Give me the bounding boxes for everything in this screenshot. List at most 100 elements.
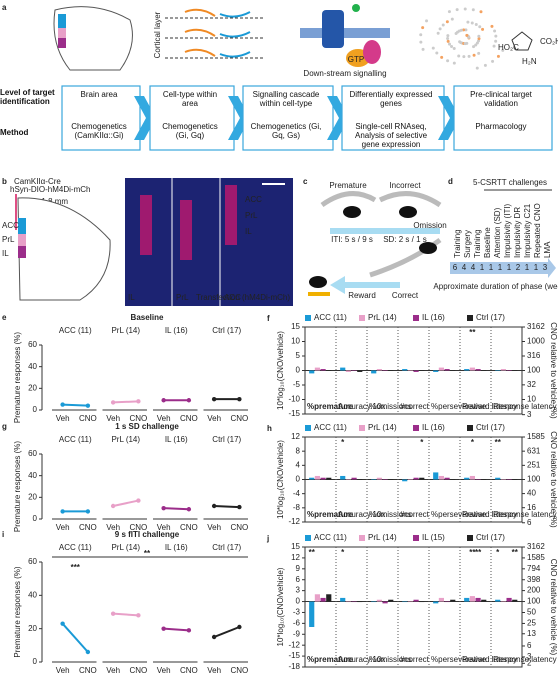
label: Training: [473, 229, 482, 258]
mean-point: [161, 626, 166, 631]
chart-title: 1 s SD challenge: [115, 422, 179, 431]
y2-tick-label: 2: [527, 658, 532, 667]
y2-tick-label: 6: [527, 641, 532, 650]
flow-arrow: [330, 276, 400, 294]
x-tick-label: Veh: [56, 414, 70, 423]
bar: [309, 601, 315, 627]
y-tick-label: -15: [288, 651, 300, 660]
timeline: [450, 258, 556, 278]
label: PrL: [176, 293, 189, 302]
label: 1: [498, 263, 503, 272]
label: SD: 2 s / 1 s: [383, 235, 427, 244]
x-tick-label: Veh: [207, 414, 221, 423]
label: Incorrect: [389, 181, 421, 190]
mouse: [343, 206, 361, 218]
x-tick-label: Veh: [207, 666, 221, 675]
step-level: Differentially expressed genes: [349, 90, 433, 108]
panel-letter: f: [267, 314, 270, 323]
bar: [326, 594, 332, 602]
mean-point: [211, 503, 217, 509]
cell-dot: [431, 46, 435, 50]
significance: ***: [71, 563, 81, 572]
y-label: 10*log₁₀(CNO/vehicle): [276, 440, 285, 519]
category-label: %perseverative: [431, 510, 487, 519]
legend-label: IL (15): [422, 533, 445, 542]
legend-swatch: [359, 535, 365, 541]
label: ACC: [224, 293, 241, 302]
mean-point: [60, 621, 65, 626]
significance: **: [475, 548, 482, 557]
legend-label: ACC (11): [314, 533, 347, 542]
cell-dot: [457, 54, 461, 58]
y2-label: CNO relative to vehicle (%): [549, 559, 558, 656]
row-label: Level of target identification: [0, 88, 55, 106]
y-tick-label: 15: [291, 542, 300, 551]
legend-label: PrL (14): [111, 543, 140, 552]
membrane: [300, 28, 390, 38]
panel-letter: h: [267, 424, 272, 433]
mean-point: [60, 402, 65, 407]
mean-line: [214, 505, 240, 509]
cell-dot: [438, 27, 442, 31]
category-label: #correct: [400, 655, 430, 664]
mean-point: [60, 509, 65, 514]
legend-label: ACC (11): [59, 435, 92, 444]
mean-line: [163, 507, 189, 511]
x-tick-label: CNO: [129, 414, 147, 423]
category-label: Response latency: [493, 655, 557, 664]
bar: [402, 369, 408, 371]
bar: [345, 479, 351, 480]
label: HO₂C: [498, 43, 519, 52]
category-label: %omissions: [369, 510, 412, 519]
y2-tick-label: 1585: [527, 553, 545, 562]
bar: [475, 369, 481, 371]
label: Correct: [392, 291, 419, 300]
x-tick-label: Veh: [56, 523, 70, 532]
legend-label: IL (16): [165, 326, 188, 335]
bar: [402, 479, 408, 482]
legend-label: IL (16): [165, 435, 188, 444]
category-label: Response latency: [493, 510, 557, 519]
chart-title: Baseline: [131, 313, 164, 322]
bar: [326, 477, 332, 480]
mouse: [309, 276, 327, 288]
cell-dot: [474, 43, 478, 47]
label: CO₂H: [540, 37, 558, 46]
label: Reward: [348, 291, 376, 300]
reward-port: [308, 292, 330, 296]
micrograph: [125, 178, 293, 306]
cell-dot: [465, 33, 469, 37]
mean-point: [237, 624, 242, 630]
significance: *: [496, 548, 500, 557]
cell-dot: [450, 45, 454, 49]
cell-dot: [466, 20, 470, 24]
category-label: Reward latency: [462, 655, 517, 664]
bar: [309, 370, 315, 374]
x-tick-label: CNO: [129, 523, 147, 532]
label: IL: [128, 293, 135, 302]
significance: **: [495, 438, 502, 447]
bar: [495, 370, 501, 371]
cell-dot: [496, 54, 500, 58]
bar: [340, 475, 346, 480]
x-tick-label: Veh: [157, 414, 171, 423]
bar: [340, 367, 346, 371]
y-tick-label: 12: [291, 553, 300, 562]
legend-label: ACC (11): [59, 326, 92, 335]
mean-line: [113, 612, 139, 617]
legend-swatch: [359, 425, 365, 431]
category-label: Response latency: [493, 402, 557, 411]
bar: [495, 477, 501, 480]
x-tick-label: Veh: [157, 523, 171, 532]
y-tick-label: -4: [293, 489, 301, 498]
receptor: [322, 10, 344, 48]
bar: [512, 370, 518, 371]
y-label: Premature responses (%): [13, 441, 22, 532]
mean-point: [110, 503, 116, 509]
step-level: Pre-clinical target validation: [470, 90, 532, 108]
mean-point: [136, 613, 141, 618]
bar: [413, 599, 419, 602]
mean-point: [211, 396, 217, 402]
bar: [345, 601, 351, 603]
